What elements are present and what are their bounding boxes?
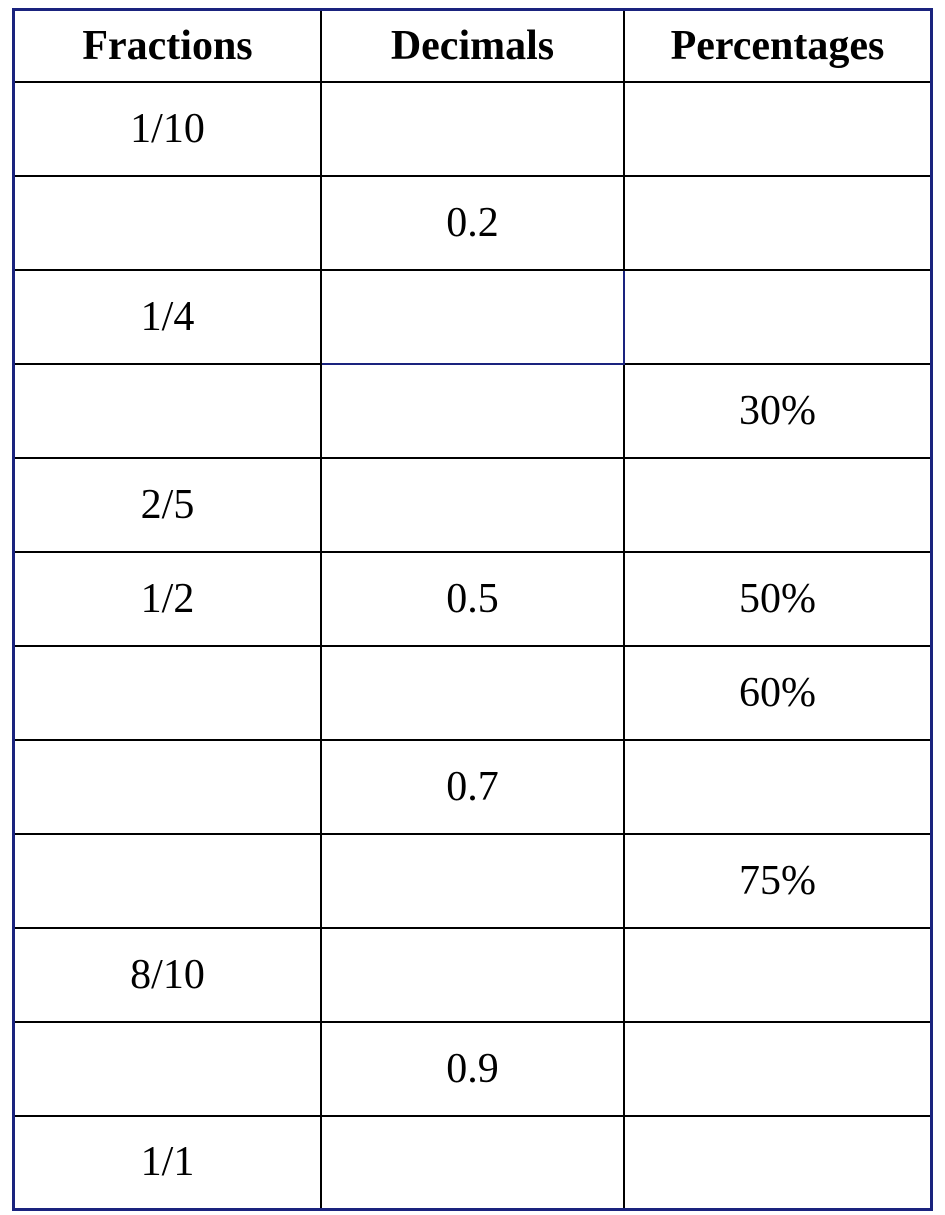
cell-fraction: 1/2 [14,552,322,646]
cell-fraction [14,176,322,270]
cell-decimal-highlighted [321,270,624,364]
cell-fraction: 1/10 [14,82,322,176]
cell-fraction [14,1022,322,1116]
table-row: 1/2 0.5 50% [14,552,932,646]
cell-fraction [14,740,322,834]
table-row: 0.9 [14,1022,932,1116]
cell-percentage: 30% [624,364,932,458]
cell-decimal [321,458,624,552]
cell-decimal [321,82,624,176]
cell-decimal [321,928,624,1022]
table-row: 0.7 [14,740,932,834]
table-header-row: Fractions Decimals Percentages [14,10,932,82]
cell-decimal [321,1116,624,1210]
cell-percentage [624,458,932,552]
cell-percentage [624,1022,932,1116]
table-row: 0.2 [14,176,932,270]
cell-decimal: 0.7 [321,740,624,834]
cell-percentage [624,1116,932,1210]
cell-percentage [624,928,932,1022]
cell-decimal: 0.5 [321,552,624,646]
cell-fraction: 1/1 [14,1116,322,1210]
cell-percentage: 75% [624,834,932,928]
cell-percentage [624,176,932,270]
cell-percentage [624,270,932,364]
table-row: 1/4 [14,270,932,364]
col-header-decimals: Decimals [321,10,624,82]
col-header-percentages: Percentages [624,10,932,82]
cell-percentage: 60% [624,646,932,740]
cell-fraction [14,646,322,740]
cell-fraction [14,364,322,458]
table-body: 1/10 0.2 1/4 30% 2/5 1/2 0.5 50% [14,82,932,1210]
cell-decimal: 0.9 [321,1022,624,1116]
cell-fraction: 2/5 [14,458,322,552]
table-row: 30% [14,364,932,458]
conversion-table: Fractions Decimals Percentages 1/10 0.2 … [12,8,933,1211]
cell-fraction [14,834,322,928]
cell-fraction: 1/4 [14,270,322,364]
table-row: 60% [14,646,932,740]
cell-decimal: 0.2 [321,176,624,270]
cell-decimal [321,646,624,740]
cell-percentage [624,82,932,176]
table-row: 2/5 [14,458,932,552]
table-row: 8/10 [14,928,932,1022]
cell-decimal [321,364,624,458]
cell-fraction: 8/10 [14,928,322,1022]
cell-percentage [624,740,932,834]
cell-decimal [321,834,624,928]
table-row: 1/1 [14,1116,932,1210]
col-header-fractions: Fractions [14,10,322,82]
table-row: 1/10 [14,82,932,176]
cell-percentage: 50% [624,552,932,646]
table-row: 75% [14,834,932,928]
